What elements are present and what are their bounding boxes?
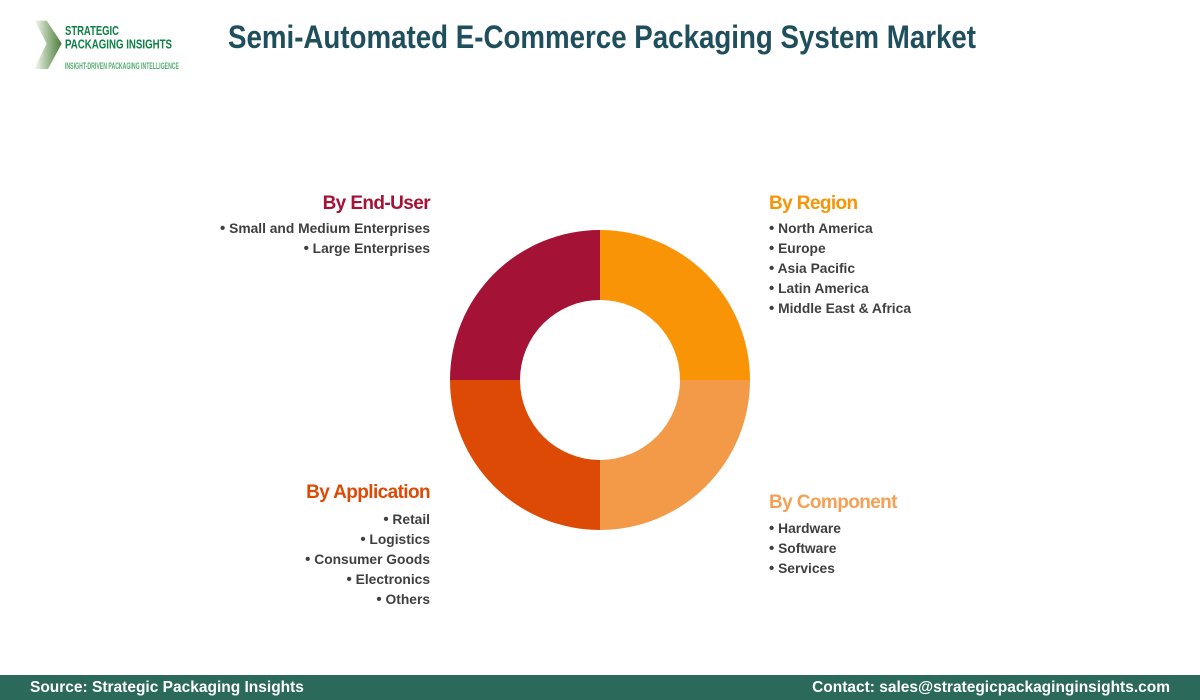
- svg-text:INSIGHT-DRIVEN PACKAGING INTEL: INSIGHT-DRIVEN PACKAGING INTELLIGENCE: [65, 61, 179, 72]
- svg-text:PACKAGING INSIGHTS: PACKAGING INSIGHTS: [65, 37, 172, 52]
- svg-text:STRATEGIC: STRATEGIC: [65, 23, 119, 38]
